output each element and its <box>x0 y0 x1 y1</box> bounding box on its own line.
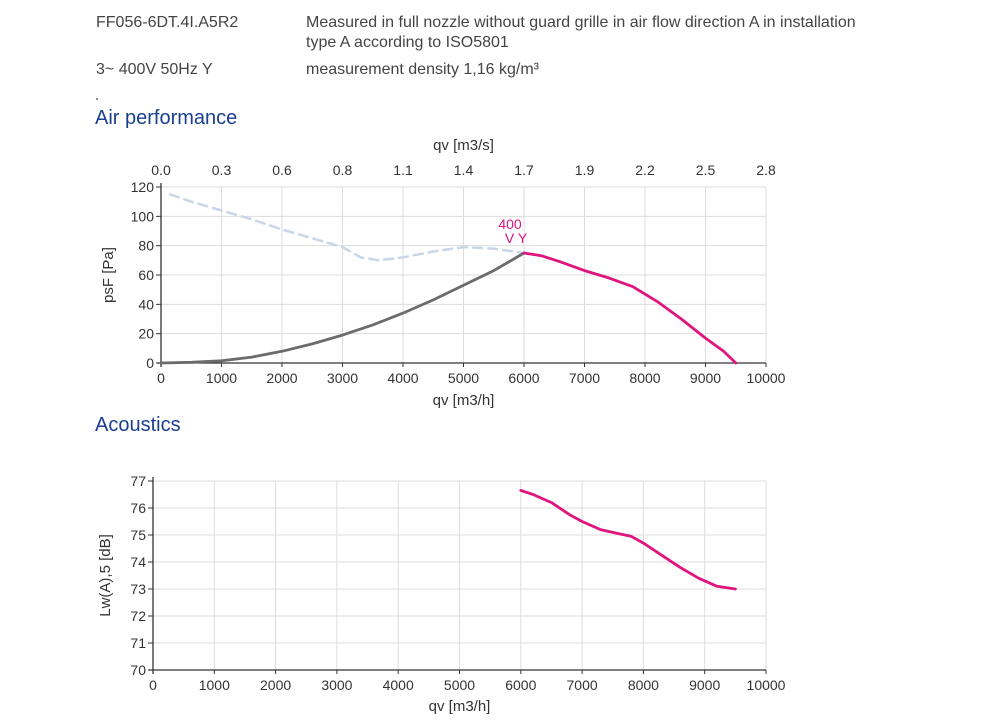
air-x-tick-label: 7000 <box>569 370 600 386</box>
acoustic-x-tick-label: 9000 <box>689 677 720 693</box>
air-x2-tick-label: 2.5 <box>696 162 716 178</box>
measurement-description-line2: type A according to ISO5801 <box>306 34 509 51</box>
acoustic-x-tick-label: 0 <box>149 677 157 693</box>
acoustic-x-tick-label: 3000 <box>321 677 352 693</box>
air-x-axis-label: qv [m3/h] <box>433 392 495 409</box>
acoustic-x-tick-label: 7000 <box>567 677 598 693</box>
acoustic-x-tick-label: 5000 <box>444 677 475 693</box>
air-annotation-connection: V Y <box>505 230 528 246</box>
air-x-tick-label: 8000 <box>629 370 660 386</box>
air-x2-tick-label: 1.9 <box>575 162 595 178</box>
air-y-tick-label: 0 <box>146 355 154 371</box>
air-x2-tick-label: 2.8 <box>756 162 776 178</box>
acoustic-x-tick-label: 6000 <box>505 677 536 693</box>
measurement-density: measurement density 1,16 kg/m³ <box>306 61 539 78</box>
measurement-description-line1: Measured in full nozzle without guard gr… <box>306 14 856 31</box>
air-y-tick-label: 60 <box>138 267 154 283</box>
air-x2-tick-label: 1.1 <box>393 162 413 178</box>
air-x2-tick-label: 0.0 <box>151 162 171 178</box>
acoustics-title: Acoustics <box>95 414 181 436</box>
air-x-tick-label: 0 <box>157 370 165 386</box>
acoustic-x-tick-label: 10000 <box>747 677 786 693</box>
air-x-tick-label: 1000 <box>206 370 237 386</box>
acoustic-y-tick-label: 76 <box>130 500 146 516</box>
air-y-tick-label: 120 <box>131 179 155 195</box>
acoustic-y-tick-label: 75 <box>130 527 146 543</box>
acoustic-y-tick-label: 73 <box>130 581 146 597</box>
air-x2-tick-label: 0.8 <box>333 162 353 178</box>
air-x2-axis-label: qv [m3/s] <box>433 137 494 154</box>
air-y-tick-label: 40 <box>138 296 154 312</box>
acoustic-y-tick-label: 77 <box>130 473 146 489</box>
acoustic-y-tick-label: 70 <box>130 662 146 678</box>
air-y-tick-label: 80 <box>138 238 154 254</box>
air-x2-tick-label: 0.6 <box>272 162 292 178</box>
separator-dot <box>96 98 98 100</box>
air-x-tick-label: 10000 <box>747 370 786 386</box>
air-x2-tick-label: 1.7 <box>514 162 534 178</box>
air-x-tick-label: 2000 <box>266 370 297 386</box>
acoustic-x-tick-label: 2000 <box>260 677 291 693</box>
acoustic-x-tick-label: 4000 <box>383 677 414 693</box>
acoustic-y-axis-label: Lw(A),5 [dB] <box>97 534 114 617</box>
model-code: FF056-6DT.4I.A5R2 <box>96 14 239 31</box>
air-y-tick-label: 100 <box>131 208 155 224</box>
air-x2-tick-label: 0.3 <box>212 162 232 178</box>
acoustic-x-axis-label: qv [m3/h] <box>429 698 491 715</box>
air-x-tick-label: 4000 <box>387 370 418 386</box>
acoustic-y-tick-label: 71 <box>130 635 146 651</box>
acoustic-x-tick-label: 1000 <box>199 677 230 693</box>
air-x2-tick-label: 2.2 <box>635 162 655 178</box>
air-x-tick-label: 6000 <box>508 370 539 386</box>
air-x-tick-label: 9000 <box>690 370 721 386</box>
air-system-curve <box>159 251 526 365</box>
air-y-axis-label: psF [Pa] <box>100 247 117 303</box>
air-x2-tick-label: 1.4 <box>454 162 474 178</box>
acoustic-performance-curve <box>519 488 737 591</box>
acoustic-x-tick-label: 8000 <box>628 677 659 693</box>
air-dashed-curve <box>168 193 526 262</box>
acoustic-y-tick-label: 72 <box>130 608 146 624</box>
air-performance-curve <box>522 251 738 365</box>
air-y-tick-label: 20 <box>138 326 154 342</box>
acoustic-y-tick-label: 74 <box>130 554 146 570</box>
air-annotation-voltage: 400 <box>498 216 522 232</box>
air-x-tick-label: 3000 <box>327 370 358 386</box>
air-x-tick-label: 5000 <box>448 370 479 386</box>
supply-spec: 3~ 400V 50Hz Y <box>96 61 213 78</box>
air-performance-title: Air performance <box>95 107 238 129</box>
